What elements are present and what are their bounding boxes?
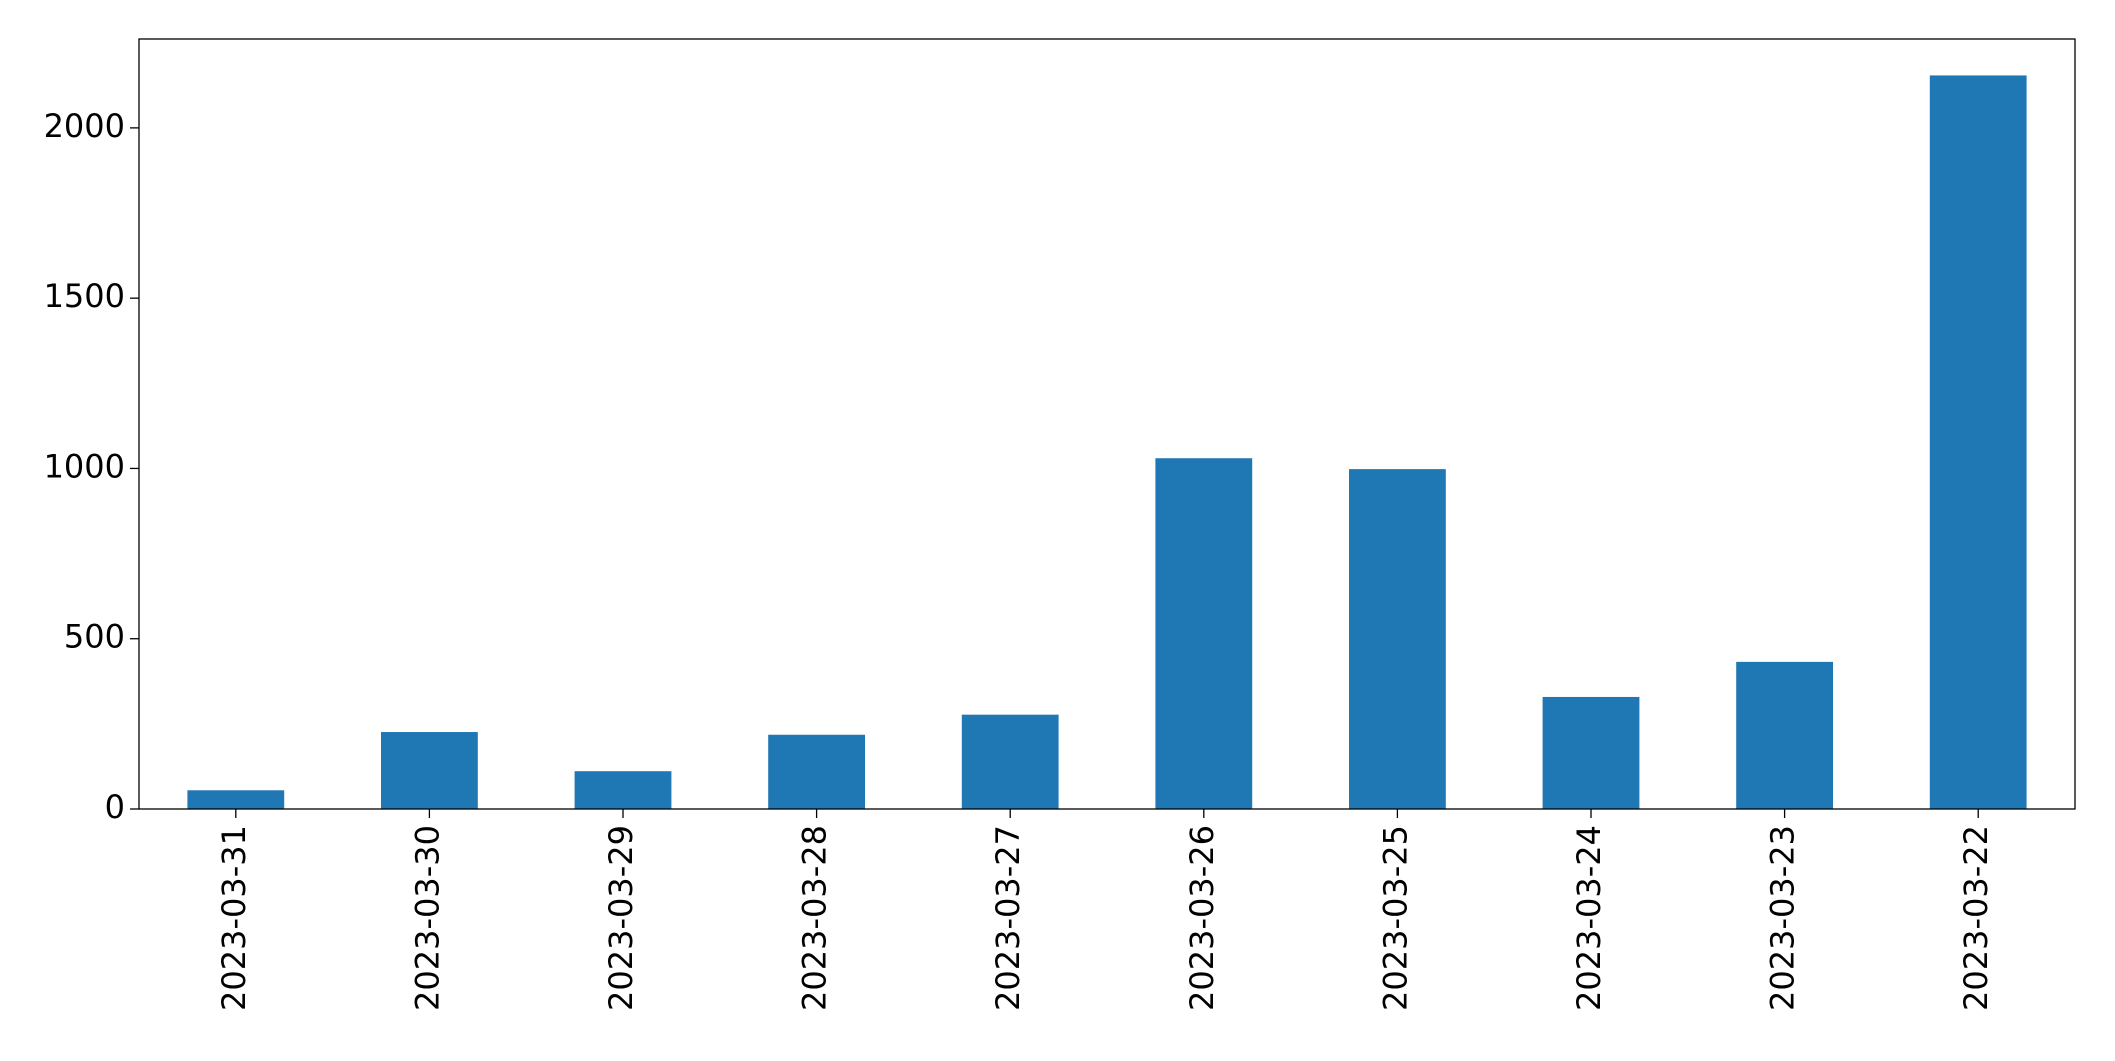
bar	[1929, 75, 2027, 809]
bar	[1736, 661, 1833, 809]
x-tick-label: 2023-03-30	[408, 825, 446, 1011]
y-tick-label: 2000	[44, 107, 125, 145]
bar	[1349, 469, 1446, 809]
y-tick-label: 500	[64, 618, 125, 656]
x-tick-label: 2023-03-24	[1570, 825, 1608, 1011]
x-tick-label: 2023-03-25	[1376, 825, 1414, 1011]
bar	[1155, 458, 1253, 809]
x-tick-label: 2023-03-29	[602, 825, 640, 1011]
bar	[187, 790, 285, 809]
x-tick-label: 2023-03-22	[1957, 825, 1995, 1011]
bar	[381, 732, 478, 809]
x-tick-label: 2023-03-23	[1764, 825, 1802, 1011]
bar	[1542, 696, 1640, 809]
bar	[768, 734, 865, 809]
bar	[574, 771, 672, 809]
x-tick-label: 2023-03-31	[215, 825, 253, 1011]
x-tick-label: 2023-03-28	[796, 825, 834, 1011]
y-tick-label: 0	[105, 788, 125, 826]
y-tick-label: 1500	[44, 277, 125, 315]
bar	[961, 714, 1059, 809]
y-tick-label: 1000	[44, 447, 125, 485]
plot-frame	[138, 38, 2076, 810]
x-tick-label: 2023-03-26	[1183, 825, 1221, 1011]
x-tick-label: 2023-03-27	[989, 825, 1027, 1011]
